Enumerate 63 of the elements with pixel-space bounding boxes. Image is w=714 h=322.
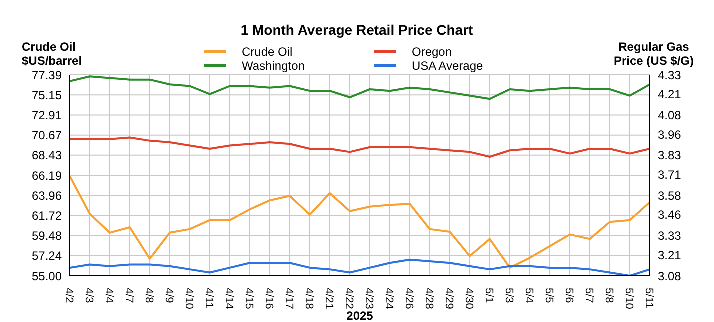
y2-tick-label: 3.96 xyxy=(658,128,682,142)
y2-tick-label: 3.46 xyxy=(658,208,682,222)
x-tick-label: 4/18 xyxy=(303,288,316,310)
legend-label: Crude Oil xyxy=(242,45,293,59)
x-tick-label: 4/4 xyxy=(103,288,116,304)
legend-label: USA Average xyxy=(412,59,484,73)
y-tick-label: 77.39 xyxy=(32,68,62,82)
x-tick-label: 4/2 xyxy=(63,288,76,304)
x-tick-label: 4/23 xyxy=(363,288,376,310)
x-tick-label: 4/24 xyxy=(383,288,396,310)
x-tick-label: 4/21 xyxy=(323,288,336,310)
y-tick-label: 75.15 xyxy=(32,88,62,102)
x-axis-title: 2025 xyxy=(346,309,374,322)
x-tick-label: 5/11 xyxy=(643,288,656,309)
x-tick-label: 4/10 xyxy=(183,288,196,310)
x-tick-label: 4/14 xyxy=(223,288,236,310)
line-series xyxy=(70,136,650,158)
y2-tick-label: 3.83 xyxy=(658,148,682,163)
x-tick-label: 4/28 xyxy=(423,288,436,310)
y2-tick-label: 3.33 xyxy=(658,229,682,244)
y2-tick-label: 3.08 xyxy=(658,269,682,284)
y-tick-label: 55.00 xyxy=(32,269,62,284)
line-series xyxy=(70,175,650,269)
y2-tick-label: 3.58 xyxy=(658,188,682,203)
y-tick-label: 59.48 xyxy=(32,229,62,244)
legend-label: Oregon xyxy=(412,45,452,59)
x-tick-label: 5/6 xyxy=(563,288,576,304)
x-tick-label: 4/30 xyxy=(463,288,476,310)
x-tick-label: 5/5 xyxy=(543,288,556,304)
chart-title: 1 Month Average Retail Price Chart xyxy=(240,22,474,38)
x-tick-label: 4/9 xyxy=(163,288,176,304)
x-tick-label: 4/15 xyxy=(243,288,256,310)
y-tick-label: 61.72 xyxy=(32,208,62,223)
x-tick-label: 4/8 xyxy=(143,288,156,304)
x-tick-label: 4/16 xyxy=(263,288,276,310)
x-tick-label: 4/11 xyxy=(203,288,216,309)
x-tick-label: 4/17 xyxy=(283,288,296,310)
y-tick-label: 57.24 xyxy=(32,249,62,264)
line-series xyxy=(70,76,650,100)
x-tick-label: 5/3 xyxy=(503,288,516,304)
y-axis-title: Crude Oil $US/barrel xyxy=(22,40,82,68)
y2-tick-label: 4.21 xyxy=(658,88,682,102)
legend-label: Washington xyxy=(242,59,305,73)
x-tick-label: 4/7 xyxy=(123,288,136,304)
y2-tick-label: 4.33 xyxy=(658,68,682,82)
y-tick-label: 66.19 xyxy=(32,168,62,183)
x-tick-label: 5/4 xyxy=(523,288,536,304)
x-tick-label: 5/1 xyxy=(483,288,496,304)
y2-axis-title: Regular Gas Price (US $/G) xyxy=(612,40,696,68)
x-tick-label: 4/26 xyxy=(403,288,416,310)
x-tick-label: 4/22 xyxy=(343,288,356,310)
y2-tick-label: 4.08 xyxy=(658,108,682,122)
y-tick-label: 72.91 xyxy=(32,108,62,122)
x-tick-label: 5/10 xyxy=(623,288,636,310)
y2-tick-label: 3.71 xyxy=(658,168,682,182)
x-tick-label: 5/7 xyxy=(583,288,596,304)
x-tick-label: 4/3 xyxy=(83,288,96,304)
y2-tick-label: 3.21 xyxy=(658,248,682,262)
y-tick-label: 63.96 xyxy=(32,188,62,203)
y-tick-label: 68.43 xyxy=(32,148,62,163)
y-tick-label: 70.67 xyxy=(32,128,62,143)
x-tick-label: 4/29 xyxy=(443,288,456,310)
x-tick-label: 5/8 xyxy=(603,288,616,304)
